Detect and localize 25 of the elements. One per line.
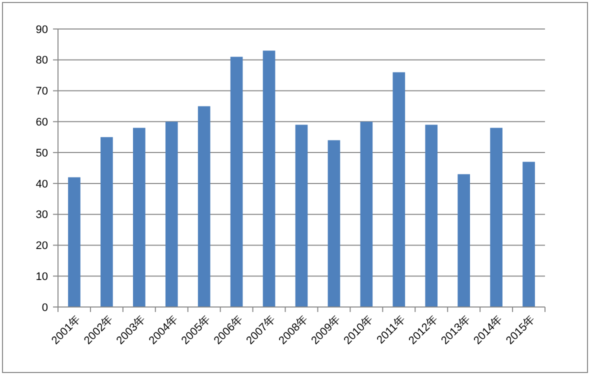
- y-tick-label: 70: [36, 86, 48, 98]
- bar: [100, 137, 113, 307]
- bar: [230, 56, 243, 307]
- bar: [458, 174, 470, 307]
- y-tick-label: 80: [36, 54, 48, 67]
- bar: [360, 122, 373, 307]
- bar: [165, 122, 178, 307]
- y-tick-label: 50: [36, 147, 48, 160]
- bar: [262, 50, 276, 307]
- bar: [295, 124, 308, 307]
- bar: [392, 72, 406, 307]
- bar: [522, 162, 535, 307]
- bar: [198, 106, 210, 307]
- bar: [328, 140, 340, 307]
- y-tick-label: 10: [36, 270, 48, 283]
- y-tick-label: 0: [42, 302, 48, 314]
- bar: [68, 177, 80, 307]
- y-tick-label: 90: [36, 24, 48, 36]
- y-tick-label: 30: [36, 209, 48, 222]
- y-tick-label: 20: [36, 240, 48, 252]
- y-tick-label: 40: [36, 178, 48, 190]
- bar: [133, 128, 146, 307]
- bar: [425, 124, 438, 307]
- y-tick-label: 60: [36, 116, 48, 129]
- bar: [490, 128, 502, 307]
